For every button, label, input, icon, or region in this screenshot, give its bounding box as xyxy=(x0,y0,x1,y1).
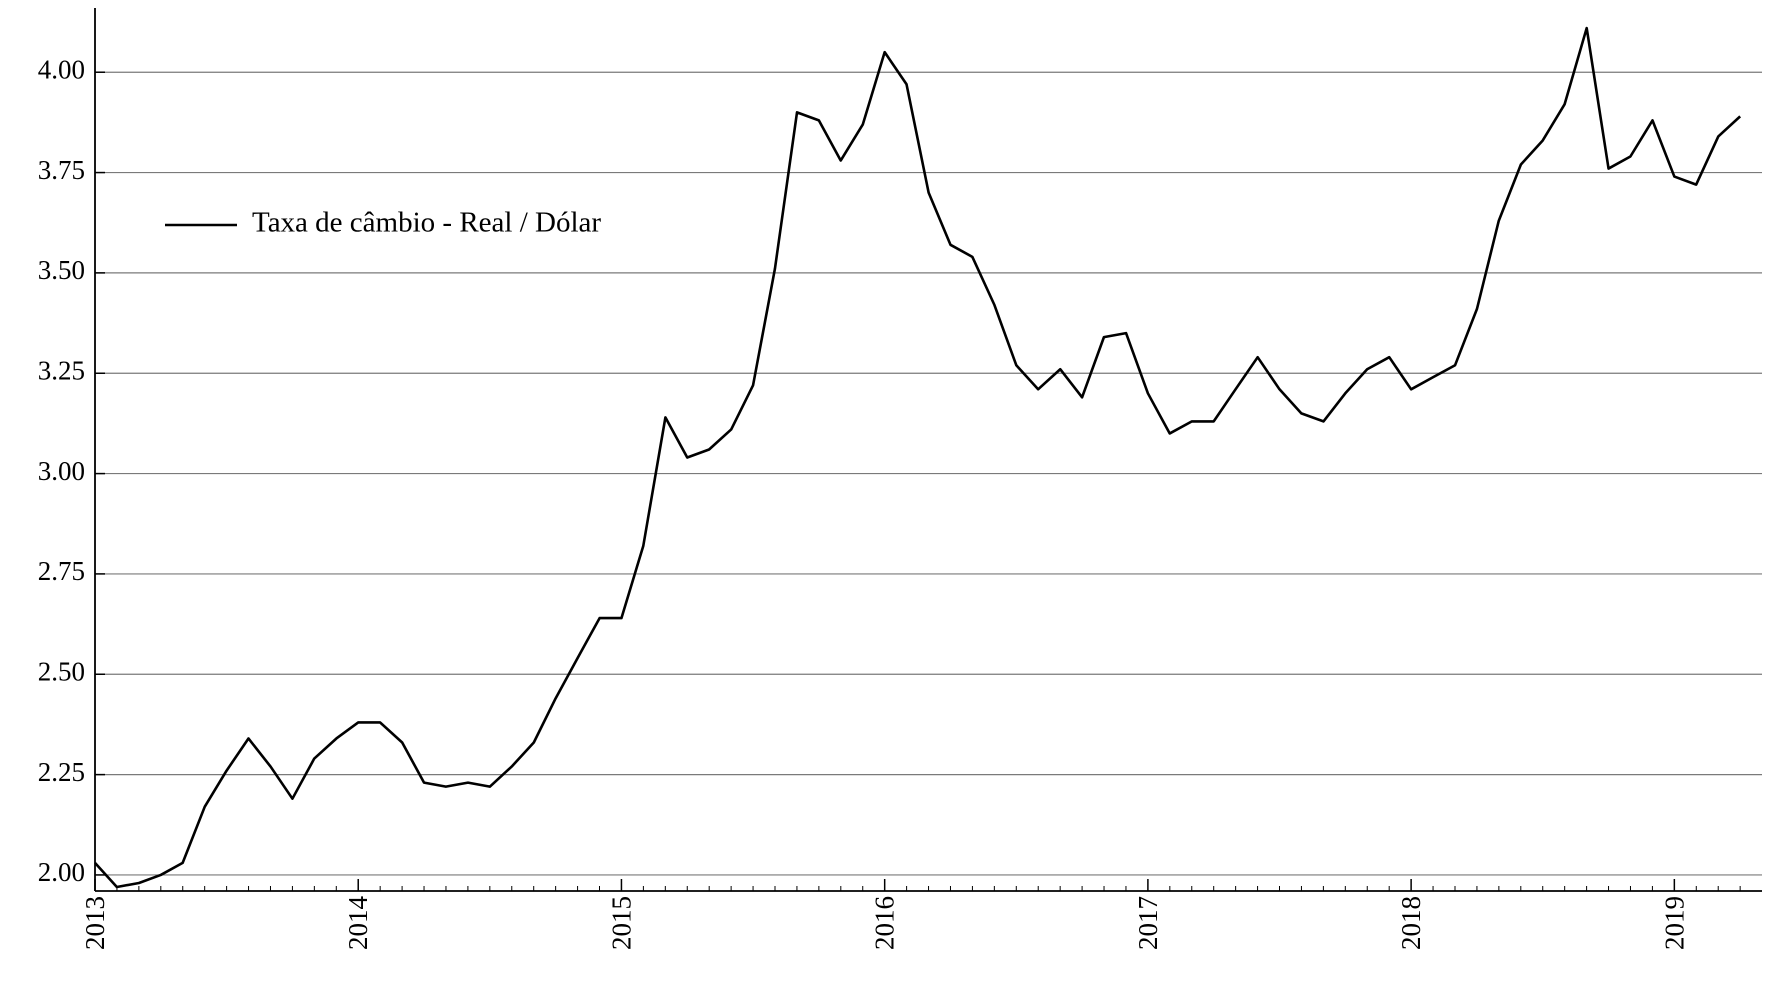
x-tick-label: 2016 xyxy=(870,896,900,950)
grid-lines xyxy=(95,71,1762,876)
y-tick-label: 3.50 xyxy=(38,255,85,285)
x-tick-label: 2017 xyxy=(1133,896,1163,950)
legend: Taxa de câmbio - Real / Dólar xyxy=(165,207,601,239)
y-tick-label: 3.75 xyxy=(38,155,85,185)
x-tick-label: 2014 xyxy=(343,896,373,951)
y-tick-label: 2.00 xyxy=(38,857,85,887)
y-tick-label: 2.50 xyxy=(38,656,85,686)
y-tick-label: 3.00 xyxy=(38,456,85,486)
y-tick-label: 2.75 xyxy=(38,556,85,586)
y-tick-label: 3.25 xyxy=(38,355,85,385)
x-tick-label: 2015 xyxy=(606,896,636,950)
x-tick-label: 2019 xyxy=(1659,896,1689,950)
x-tick-label: 2013 xyxy=(80,896,110,950)
axes: 2.00 2.25 2.50 2.75 3.00 3.25 3.50 3.75 4.00 2013… xyxy=(38,8,1762,950)
legend-label: Taxa de câmbio - Real / Dólar xyxy=(252,207,601,239)
y-tick-label: 4.00 xyxy=(38,54,85,84)
series-line-0 xyxy=(94,26,1742,889)
y-tick-label: 2.25 xyxy=(38,757,85,787)
x-tick-label: 2018 xyxy=(1396,896,1426,950)
series-layer xyxy=(94,26,1742,889)
